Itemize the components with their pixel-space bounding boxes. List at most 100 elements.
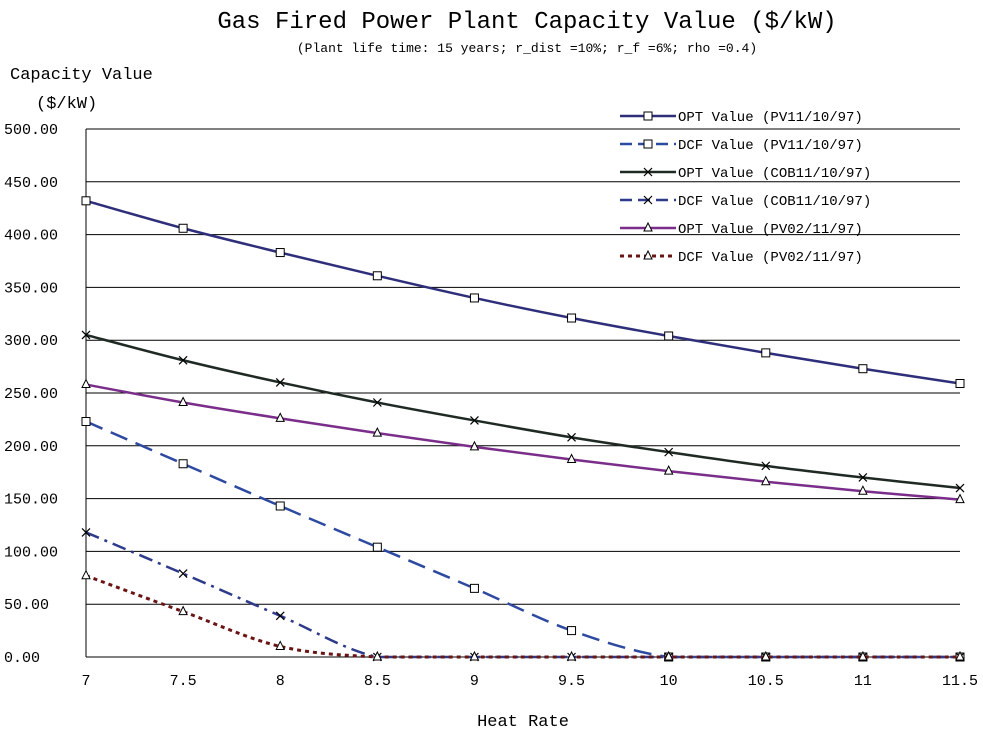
y-tick-label: 100.00 — [4, 544, 58, 561]
legend-item: OPT Value (PV02/11/97) — [620, 221, 863, 238]
legend-item: DCF Value (COB11/10/97) — [620, 194, 871, 210]
series-3 — [81, 330, 965, 493]
x-tick-label: 11 — [854, 673, 872, 690]
data-point — [469, 650, 480, 661]
x-tick-label: 11.5 — [942, 673, 978, 690]
x-tick-label: 9 — [470, 673, 479, 690]
data-point — [955, 378, 965, 388]
x-tick-label: 7.5 — [170, 673, 197, 690]
data-point — [470, 416, 479, 425]
series-group — [81, 196, 965, 662]
legend-marker — [643, 221, 653, 232]
data-point — [760, 650, 771, 661]
data-point — [955, 493, 965, 504]
data-point — [275, 611, 285, 621]
series-6 — [81, 569, 965, 661]
y-tick-label: 300.00 — [4, 333, 58, 350]
x-tick-labels: 7 7.5 8 8.5 9 9.5 10 10.5 11 11.5 — [81, 673, 978, 690]
data-point — [858, 485, 868, 495]
x-tick-label: 8.5 — [364, 673, 391, 690]
data-point — [178, 605, 188, 616]
data-point — [761, 461, 771, 471]
legend-label: DCF Value (COB11/10/97) — [678, 194, 871, 210]
data-point — [664, 331, 674, 341]
y-tick-label: 350.00 — [4, 280, 58, 297]
data-point — [955, 483, 965, 493]
data-point — [81, 196, 91, 206]
series-line — [85, 199, 961, 385]
data-point — [663, 465, 674, 475]
data-point — [178, 396, 188, 407]
data-point — [372, 542, 382, 552]
series-line — [85, 383, 961, 501]
legend-label: OPT Value (PV02/11/97) — [678, 222, 863, 238]
data-point — [275, 248, 285, 258]
y-tick-label: 0.00 — [4, 650, 40, 667]
data-point — [469, 293, 479, 303]
y-tick-label: 250.00 — [4, 386, 58, 403]
data-point — [372, 650, 383, 661]
y-tick-label: 400.00 — [4, 228, 58, 245]
x-axis-title: Heat Rate — [477, 713, 569, 731]
y-axis-title-line2: ($/kW) — [36, 95, 97, 114]
series-line — [85, 333, 961, 490]
data-point — [372, 427, 383, 437]
data-point — [567, 432, 576, 442]
data-point — [566, 650, 577, 661]
chart-title: Gas Fired Power Plant Capacity Value ($/… — [217, 9, 836, 36]
data-point — [178, 459, 188, 469]
y-tick-label: 50.00 — [4, 597, 49, 614]
data-point — [663, 650, 674, 661]
legend-marker — [643, 111, 653, 121]
chart-subtitle: (Plant life time: 15 years; r_dist =10%;… — [297, 41, 757, 56]
legend-marker — [643, 167, 653, 177]
data-point — [275, 640, 286, 650]
data-point — [566, 453, 577, 464]
data-point — [275, 501, 285, 511]
y-axis-title-line1: Capacity Value — [10, 66, 153, 85]
legend-marker — [643, 249, 653, 260]
data-point — [372, 271, 382, 281]
legend-label: DCF Value (PV11/10/97) — [678, 138, 863, 154]
data-point — [567, 626, 577, 636]
y-tick-label: 150.00 — [4, 492, 58, 509]
data-point — [275, 378, 285, 387]
data-point — [81, 378, 91, 389]
data-point — [567, 313, 577, 323]
data-point — [81, 417, 91, 427]
data-point — [858, 473, 868, 482]
legend-item: DCF Value (PV11/10/97) — [620, 138, 863, 154]
y-tick-labels: 0.00 50.00 100.00 150.00 200.00 250.00 300.00 3… — [4, 122, 58, 667]
data-point — [664, 447, 674, 457]
data-point — [178, 355, 188, 365]
legend-label: DCF Value (PV02/11/97) — [678, 250, 863, 266]
x-tick-label: 7 — [81, 673, 90, 690]
series-4 — [81, 527, 965, 662]
series-1 — [81, 196, 965, 388]
data-point — [81, 569, 91, 580]
x-tick-label: 9.5 — [558, 673, 585, 690]
data-point — [955, 650, 965, 661]
data-point — [469, 583, 479, 593]
gridlines — [86, 128, 960, 658]
data-point — [760, 475, 771, 486]
legend-item: OPT Value (COB11/10/97) — [620, 166, 871, 182]
data-point — [858, 364, 868, 374]
x-tick-label: 10.5 — [748, 673, 784, 690]
series-line — [85, 531, 960, 659]
data-point — [372, 398, 382, 407]
legend: OPT Value (PV11/10/97) DCF Value (PV11/10… — [620, 110, 871, 266]
x-tick-label: 10 — [660, 673, 678, 690]
data-point — [469, 440, 480, 451]
data-point — [275, 412, 286, 422]
data-point — [81, 527, 91, 537]
y-tick-label: 450.00 — [4, 175, 58, 192]
data-point — [178, 223, 188, 233]
legend-marker — [643, 139, 653, 149]
data-point — [761, 348, 771, 358]
series-line — [85, 574, 960, 659]
series-5 — [81, 378, 965, 504]
legend-label: OPT Value (COB11/10/97) — [678, 166, 871, 182]
y-tick-label: 500.00 — [4, 122, 58, 139]
